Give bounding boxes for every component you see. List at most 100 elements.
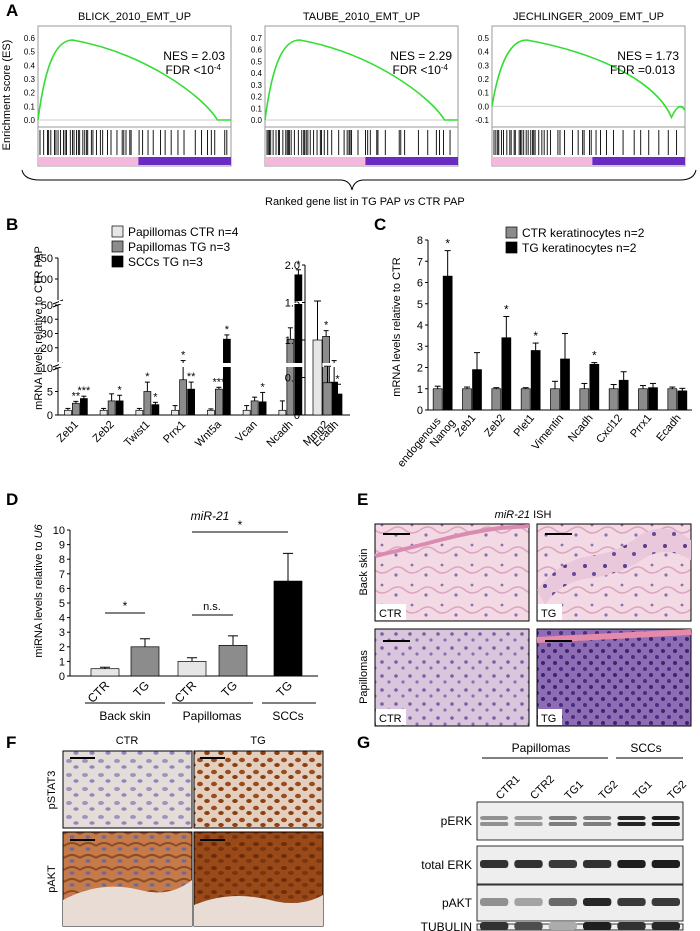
panel-d-title: miR-21	[191, 509, 230, 523]
gene-label: Vcan	[234, 419, 260, 445]
significance-star: *	[225, 324, 230, 336]
blot-group-label: Papillomas	[512, 741, 571, 755]
gene-label: Prrx1	[161, 419, 188, 446]
ihc-pstat3-ctr	[62, 750, 193, 829]
gsea-rank-neg	[592, 157, 685, 165]
gsea-title: BLICK_2010_EMT_UP	[78, 11, 191, 23]
bar-label: CTR	[85, 678, 113, 706]
lane-label: TG2	[597, 778, 621, 802]
blot-row-label: pERK	[441, 814, 472, 828]
bar	[520, 388, 531, 411]
axis-tick-label: 20	[41, 343, 53, 355]
panel-letter-c: C	[374, 215, 386, 234]
blot-band	[514, 922, 543, 930]
bar	[242, 409, 251, 416]
significance-star: *	[533, 329, 538, 343]
group-label: SCCs	[272, 709, 303, 723]
blot-band	[583, 860, 612, 868]
axis-tick-label: 10	[53, 525, 65, 537]
gsea-frame	[37, 25, 232, 167]
axis-tick-label: 4	[417, 320, 423, 332]
gsea-tick: 0.1	[478, 89, 490, 98]
bar	[472, 369, 482, 411]
axis-tick-label: 3	[417, 341, 423, 353]
panel-c-ylabel: mRNA levels relative to CTR	[391, 257, 403, 396]
gsea-rank-pos	[492, 157, 593, 165]
significance-star: **	[72, 390, 81, 402]
blot-band	[514, 822, 543, 826]
bar	[90, 668, 120, 677]
gene-label: Wnt5a	[193, 418, 225, 450]
gene-label: Ncadh	[566, 412, 596, 444]
axis-tick-label: 8	[417, 235, 423, 247]
axis-tick-label: 5	[417, 299, 423, 311]
label-bg	[376, 709, 406, 725]
blot-band	[583, 822, 612, 826]
significance-star: *	[117, 384, 122, 396]
blot-group-label: SCCs	[630, 741, 661, 755]
axis-tick-label: 0	[417, 405, 423, 417]
bar	[130, 646, 160, 677]
gsea-fdr: FDR <10-4	[166, 63, 222, 77]
bar	[608, 388, 619, 411]
legend-swatch	[111, 255, 124, 268]
gsea-frame	[491, 25, 686, 167]
panel-b-chart: 051020304050100150*****Zeb1*Zeb2**Twist1…	[35, 225, 350, 450]
lane-label: TG2	[665, 778, 689, 802]
bar	[648, 387, 658, 411]
bar	[501, 337, 512, 411]
panel-d-chart: 0 1 2 3 4 5 6 7 8 9 10 CTR TG CTR TG TG Back skin Papillo…	[53, 518, 318, 723]
ish-tg-epidermis	[537, 528, 691, 605]
panel-e-title: miR-21 ISH	[495, 509, 552, 521]
axis-tick-label: 3	[59, 627, 65, 639]
blot-band	[583, 898, 612, 906]
bar	[151, 404, 160, 416]
bar	[618, 379, 629, 411]
axis-tick-label: 0	[294, 410, 300, 422]
ihc-row-label: pAKT	[46, 865, 58, 893]
axis-tick-label: 0.5	[285, 373, 300, 385]
axis-tick-label: 1.0	[285, 335, 300, 347]
bar	[218, 644, 248, 677]
break-gap	[59, 363, 345, 367]
lane-label: CTR1	[494, 773, 523, 802]
blot-box	[476, 923, 684, 931]
blot-band	[480, 898, 509, 906]
panel-letter-e: E	[357, 490, 368, 509]
blot-band	[617, 860, 646, 868]
axis-tick-label: 30	[41, 329, 53, 341]
bar	[250, 400, 259, 416]
gsea-tick: 0.4	[478, 48, 490, 57]
bar	[312, 339, 323, 416]
bar	[171, 409, 179, 416]
gsea-rank-pos	[265, 157, 366, 165]
blot-band	[651, 816, 680, 820]
blot-band	[480, 822, 509, 826]
blot-row-label: total ERK	[421, 858, 472, 872]
significance-star: *	[145, 371, 150, 383]
gene-label: Cxcl12	[594, 412, 625, 445]
gsea-curve	[264, 39, 458, 121]
bar	[322, 382, 333, 416]
group-label: Papillomas	[183, 709, 242, 723]
significance-star: ***	[212, 376, 226, 388]
gsea-tick: 0.0	[24, 116, 36, 125]
axis-tick-label: 0	[59, 671, 65, 683]
gsea-tick: 0.2	[251, 93, 263, 102]
group-label: Back skin	[99, 709, 150, 723]
blot-band	[583, 816, 612, 820]
significance-star: ***	[77, 385, 91, 397]
significance-star: *	[153, 391, 158, 403]
gsea-tick: 0.6	[251, 46, 263, 55]
gsea-fdr: FDR =0.013	[610, 63, 675, 77]
lane-label: TG1	[562, 778, 586, 802]
gsea-tick: 0.5	[24, 48, 36, 57]
gene-label: Ncadh	[265, 419, 296, 450]
ihc-pakt-ctr-stroma	[63, 880, 192, 926]
panel-letter-a: A	[6, 1, 18, 20]
axis-tick-label: 50	[41, 300, 53, 312]
blot-row-label: TUBULIN	[421, 920, 472, 931]
gene-label: Plet1	[512, 412, 537, 439]
label-bg	[376, 604, 406, 620]
